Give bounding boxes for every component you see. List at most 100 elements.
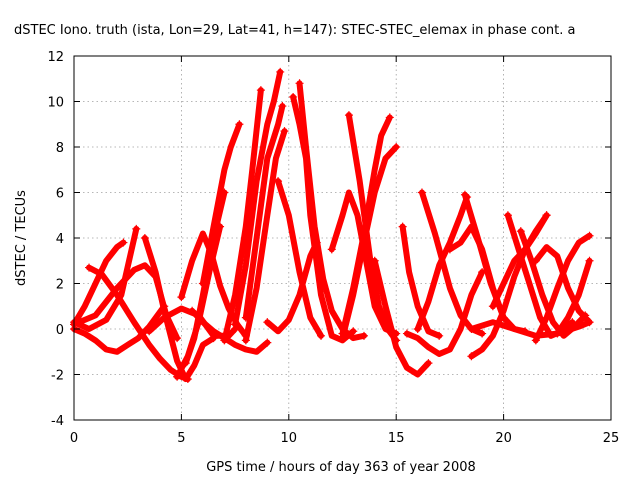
- data-point-marker: [359, 331, 368, 340]
- y-tick-label: -2: [51, 369, 64, 384]
- data-point-marker: [435, 331, 444, 340]
- x-tick-label: 10: [281, 431, 298, 446]
- series-line: [296, 80, 367, 342]
- data-series-13: [220, 86, 265, 345]
- x-tick-label: 25: [603, 431, 620, 446]
- data-point-marker: [198, 279, 207, 288]
- data-series-12: [198, 120, 244, 288]
- data-point-marker: [263, 338, 272, 347]
- data-point-marker: [173, 372, 182, 381]
- data-series-15: [241, 127, 289, 345]
- y-tick-label: 2: [56, 278, 64, 293]
- series-line: [446, 223, 507, 321]
- data-point-marker: [338, 329, 347, 338]
- data-point-marker: [585, 318, 594, 327]
- series-line: [414, 194, 471, 332]
- data-point-marker: [417, 188, 426, 197]
- y-tick-label: -4: [51, 414, 64, 429]
- axes: 0 5 10 15 20 25 -4 -2 0 2 4 6 8 10 12: [47, 50, 619, 446]
- x-tick-label: 15: [388, 431, 405, 446]
- data-point-marker: [132, 224, 141, 233]
- series-line: [71, 225, 140, 332]
- data-point-marker: [140, 234, 149, 242]
- x-axis-label: GPS time / hours of day 363 of year 2008: [206, 460, 476, 475]
- data-point-marker: [241, 336, 250, 345]
- series-line: [242, 128, 288, 344]
- data-series-18: [274, 177, 326, 340]
- data-series-25: [370, 256, 433, 378]
- y-tick-label: 12: [47, 50, 64, 65]
- data-series-35: [488, 211, 551, 311]
- data-point-marker: [467, 325, 476, 333]
- y-tick-label: 0: [56, 323, 64, 338]
- data-point-marker: [274, 177, 283, 186]
- data-point-marker: [280, 127, 289, 136]
- data-point-marker: [181, 359, 190, 368]
- data-series-11: [188, 306, 272, 355]
- series-line: [275, 178, 324, 339]
- data-point-marker: [119, 238, 128, 247]
- series-line: [517, 228, 589, 339]
- data-series-20: [295, 79, 368, 342]
- data-point-marker: [349, 327, 358, 336]
- series-line: [71, 303, 168, 355]
- data-point-marker: [460, 190, 469, 199]
- data-point-marker: [478, 329, 487, 338]
- data-point-marker: [85, 263, 94, 272]
- data-point-marker: [553, 329, 562, 338]
- data-point-marker: [173, 334, 182, 343]
- series-line: [189, 307, 271, 355]
- data-point-marker: [295, 79, 304, 88]
- data-series-22: [344, 111, 401, 345]
- data-point-marker: [398, 222, 407, 231]
- data-point-marker: [531, 336, 540, 345]
- data-point-marker: [488, 302, 497, 311]
- series-line: [339, 114, 393, 337]
- y-tick-label: 10: [47, 96, 64, 111]
- data-point-marker: [467, 352, 476, 361]
- data-point-marker: [585, 231, 594, 240]
- data-point-marker: [370, 256, 379, 265]
- x-tick-label: 5: [177, 431, 185, 446]
- data-point-marker: [263, 318, 272, 327]
- series-line: [242, 103, 286, 321]
- data-point-marker: [503, 211, 512, 220]
- x-tick-label: 20: [495, 431, 512, 446]
- data-point-marker: [344, 111, 353, 120]
- data-point-marker: [276, 67, 285, 76]
- data-point-marker: [327, 245, 336, 254]
- data-point-marker: [231, 320, 240, 329]
- data-series-27: [417, 188, 487, 338]
- y-tick-label: 8: [56, 141, 64, 156]
- series-line: [403, 269, 486, 357]
- chart-title: dSTEC Iono. truth (ista, Lon=29, Lat=41,…: [14, 23, 576, 38]
- y-axis-label: dSTEC / TECUs: [14, 190, 29, 286]
- y-tick-label: 6: [56, 187, 64, 202]
- data-series-26: [398, 222, 444, 340]
- data-point-marker: [278, 102, 287, 111]
- series-line: [199, 121, 243, 287]
- data-point-marker: [385, 113, 394, 122]
- data-series-16: [241, 102, 287, 322]
- data-series-24: [338, 113, 394, 338]
- data-point-marker: [177, 293, 186, 302]
- data-series-28: [402, 268, 487, 357]
- data-point-marker: [145, 327, 154, 336]
- data-point-marker: [392, 143, 401, 151]
- data-point-marker: [585, 256, 594, 265]
- y-tick-label: 4: [56, 232, 64, 247]
- series-line: [232, 68, 284, 328]
- series-line: [221, 87, 264, 344]
- data-point-marker: [220, 336, 229, 345]
- data-series: [70, 67, 594, 384]
- data-point-marker: [256, 86, 265, 95]
- data-series-14: [231, 67, 285, 329]
- series-line: [264, 239, 320, 335]
- data-point-marker: [516, 227, 525, 236]
- series-line: [399, 223, 443, 339]
- data-point-marker: [413, 325, 422, 333]
- data-point-marker: [402, 329, 411, 338]
- series-line: [489, 212, 550, 310]
- x-tick-label: 0: [70, 431, 78, 446]
